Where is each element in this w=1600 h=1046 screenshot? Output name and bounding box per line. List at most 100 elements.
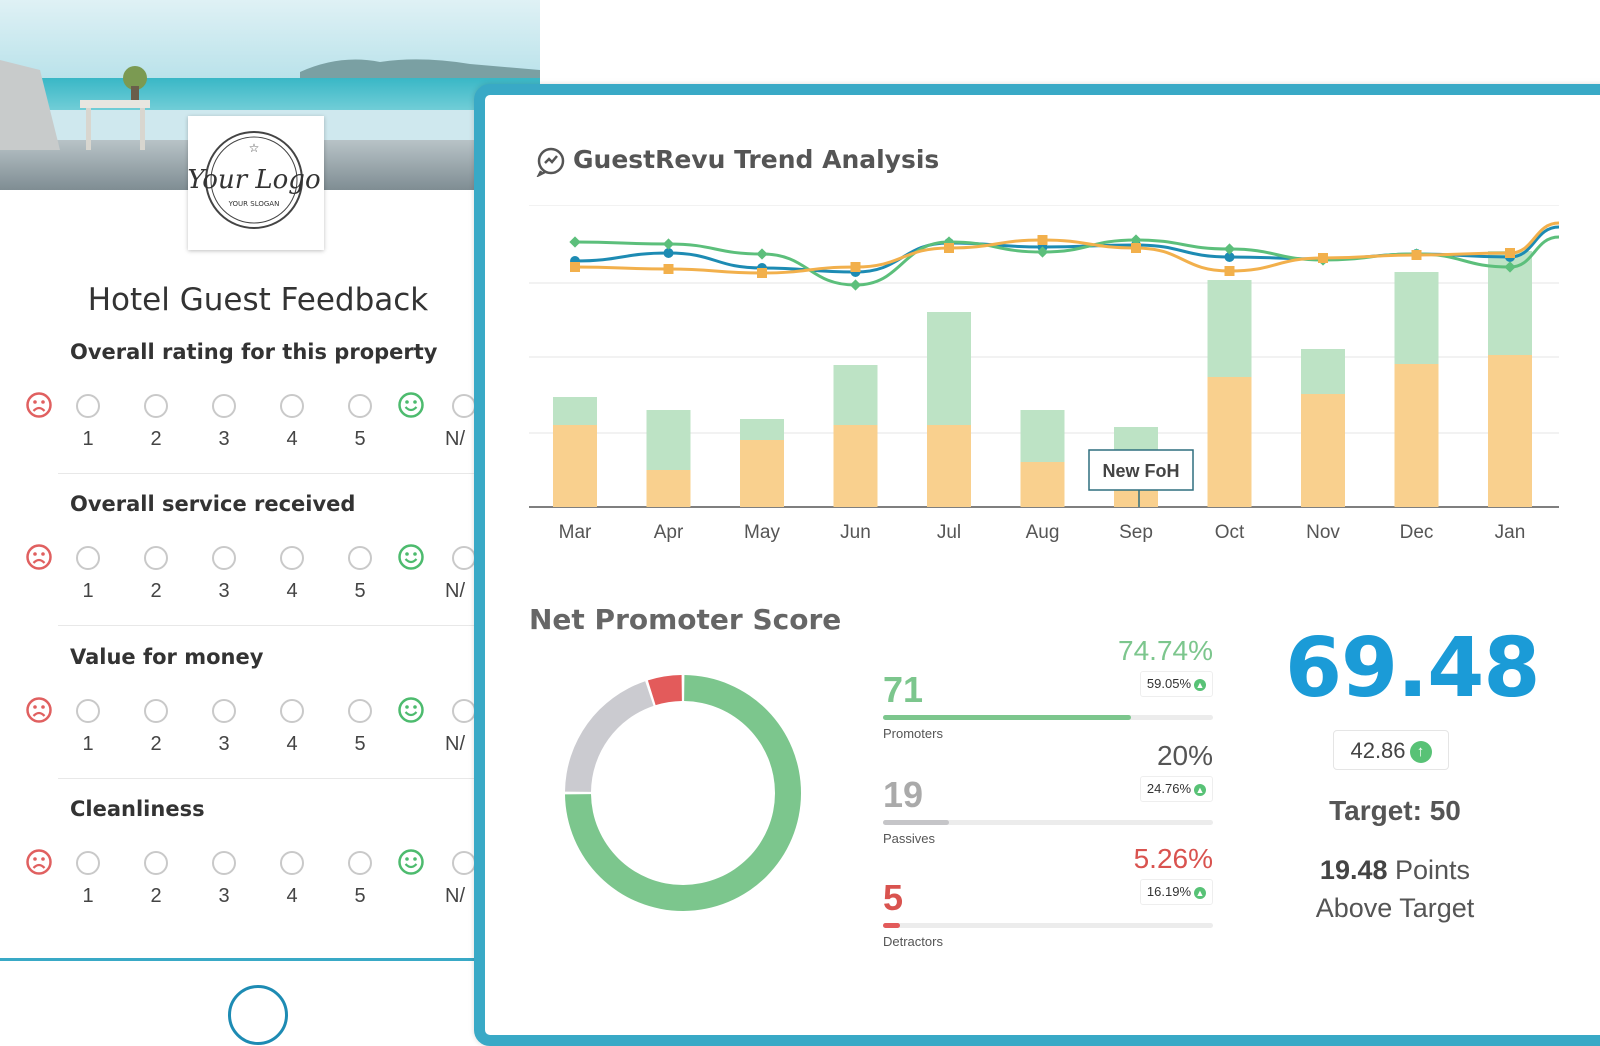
trend-point[interactable] bbox=[1505, 248, 1515, 258]
score-delta-badge: 42.86 ↑ bbox=[1333, 730, 1449, 770]
bar-mar-segment-1[interactable] bbox=[553, 397, 597, 425]
rating-label: 1 bbox=[82, 580, 94, 602]
rating-radio-1[interactable] bbox=[76, 546, 100, 570]
promoters-bar-fill bbox=[883, 715, 1131, 720]
rating-label: 5 bbox=[354, 885, 366, 907]
bar-jul-segment-1[interactable] bbox=[927, 312, 971, 425]
trend-point[interactable] bbox=[1037, 235, 1048, 245]
trend-point[interactable] bbox=[1131, 243, 1141, 253]
trend-point[interactable] bbox=[663, 264, 674, 274]
trend-point[interactable] bbox=[569, 236, 581, 248]
trend-point[interactable] bbox=[1223, 243, 1236, 255]
rating-radio-na[interactable] bbox=[452, 546, 476, 570]
rating-radio-5[interactable] bbox=[348, 394, 372, 418]
annotation-label: New FoH bbox=[1102, 461, 1179, 481]
detractors-bar-fill bbox=[883, 923, 900, 928]
rating-radio-3[interactable] bbox=[212, 699, 236, 723]
donut-passives[interactable] bbox=[565, 681, 654, 792]
question-block: Value for money 1 2 3 4 5 N/ bbox=[0, 645, 540, 795]
bar-nov-segment-0[interactable] bbox=[1301, 394, 1345, 507]
nps-donut-chart bbox=[565, 675, 801, 911]
rating-radio-na[interactable] bbox=[452, 699, 476, 723]
x-tick-label: Jun bbox=[840, 522, 871, 543]
rating-na-label: N/ bbox=[445, 580, 465, 602]
rating-radio-4[interactable] bbox=[280, 394, 304, 418]
bar-may-segment-0[interactable] bbox=[740, 440, 784, 507]
bar-sep-segment-0[interactable] bbox=[1114, 487, 1158, 507]
bar-aug-segment-1[interactable] bbox=[1020, 410, 1065, 462]
promoters-bar bbox=[883, 715, 1213, 720]
trend-point[interactable] bbox=[849, 279, 862, 291]
trend-point[interactable] bbox=[570, 262, 580, 272]
bar-jul-segment-0[interactable] bbox=[927, 425, 971, 507]
rating-radio-4[interactable] bbox=[280, 699, 304, 723]
question-label: Overall service received bbox=[70, 492, 356, 516]
next-button[interactable] bbox=[228, 985, 288, 1045]
x-tick-label: Sep bbox=[1119, 522, 1153, 543]
trend-point[interactable] bbox=[1224, 266, 1235, 276]
trend-point[interactable] bbox=[944, 243, 954, 253]
trend-point[interactable] bbox=[1224, 252, 1235, 262]
rating-radio-2[interactable] bbox=[144, 851, 168, 875]
rating-radio-3[interactable] bbox=[212, 851, 236, 875]
trend-point[interactable] bbox=[757, 268, 767, 278]
rating-label: 3 bbox=[218, 580, 230, 602]
rating-radio-5[interactable] bbox=[348, 546, 372, 570]
bar-mar-segment-0[interactable] bbox=[553, 425, 597, 507]
x-tick-label: Mar bbox=[559, 522, 592, 543]
bar-oct-segment-1[interactable] bbox=[1207, 280, 1252, 377]
rating-radio-1[interactable] bbox=[76, 394, 100, 418]
rating-radio-5[interactable] bbox=[348, 851, 372, 875]
question-label: Value for money bbox=[70, 645, 264, 669]
rating-radio-na[interactable] bbox=[452, 851, 476, 875]
target-label: Target: 50 bbox=[1329, 795, 1461, 826]
rating-radio-1[interactable] bbox=[76, 699, 100, 723]
trend-point[interactable] bbox=[1318, 253, 1328, 263]
bar-jun-segment-1[interactable] bbox=[833, 365, 878, 425]
donut-detractors[interactable] bbox=[647, 675, 682, 706]
trend-chart: Mar Apr May Jun Jul Aug Sep Oct Nov Dec Jan New FoH bbox=[529, 205, 1560, 543]
rating-radio-3[interactable] bbox=[212, 546, 236, 570]
arrow-up-icon: ▲ bbox=[1194, 783, 1206, 796]
question-divider bbox=[58, 625, 488, 626]
bar-aug-segment-0[interactable] bbox=[1020, 462, 1065, 507]
trend-point[interactable] bbox=[1130, 234, 1142, 246]
bar-dec-segment-0[interactable] bbox=[1394, 364, 1439, 507]
arrow-up-icon: ↑ bbox=[1409, 741, 1432, 764]
nps-passives-row: 20% 24.76% ▲ 19 Passives bbox=[883, 740, 1213, 850]
trend-point[interactable] bbox=[1504, 261, 1516, 273]
bar-apr-segment-0[interactable] bbox=[646, 470, 691, 507]
happy-face-icon bbox=[398, 392, 424, 418]
detractors-delta: 16.19% ▲ bbox=[1139, 879, 1213, 905]
rating-radio-3[interactable] bbox=[212, 394, 236, 418]
rating-radio-5[interactable] bbox=[348, 699, 372, 723]
bar-dec-segment-1[interactable] bbox=[1394, 272, 1439, 364]
question-divider bbox=[58, 778, 488, 779]
x-tick-label: Jul bbox=[937, 522, 961, 543]
rating-radio-2[interactable] bbox=[144, 394, 168, 418]
bar-nov-segment-1[interactable] bbox=[1301, 349, 1345, 394]
rating-label: 2 bbox=[150, 428, 162, 450]
bar-apr-segment-1[interactable] bbox=[646, 410, 691, 470]
bar-oct-segment-0[interactable] bbox=[1207, 377, 1252, 507]
rating-radio-4[interactable] bbox=[280, 851, 304, 875]
rating-radio-2[interactable] bbox=[144, 546, 168, 570]
arrow-up-icon: ▲ bbox=[1194, 678, 1206, 691]
rating-label: 1 bbox=[82, 733, 94, 755]
trend-point[interactable] bbox=[850, 262, 861, 272]
trend-point[interactable] bbox=[756, 248, 768, 260]
trend-point[interactable] bbox=[1411, 250, 1422, 260]
bar-jan-segment-0[interactable] bbox=[1488, 355, 1532, 507]
passives-bar bbox=[883, 820, 1213, 825]
rating-radio-4[interactable] bbox=[280, 546, 304, 570]
rating-label: 4 bbox=[286, 885, 298, 907]
bar-may-segment-1[interactable] bbox=[740, 419, 784, 440]
rating-radio-2[interactable] bbox=[144, 699, 168, 723]
rating-radio-na[interactable] bbox=[452, 394, 476, 418]
rating-radio-1[interactable] bbox=[76, 851, 100, 875]
trend-point[interactable] bbox=[663, 248, 674, 258]
trend-point[interactable] bbox=[662, 238, 675, 250]
bar-jun-segment-0[interactable] bbox=[833, 425, 878, 507]
logo-placeholder: ☆ Your Logo YOUR SLOGAN bbox=[187, 116, 324, 250]
trend-point[interactable] bbox=[1036, 246, 1049, 258]
